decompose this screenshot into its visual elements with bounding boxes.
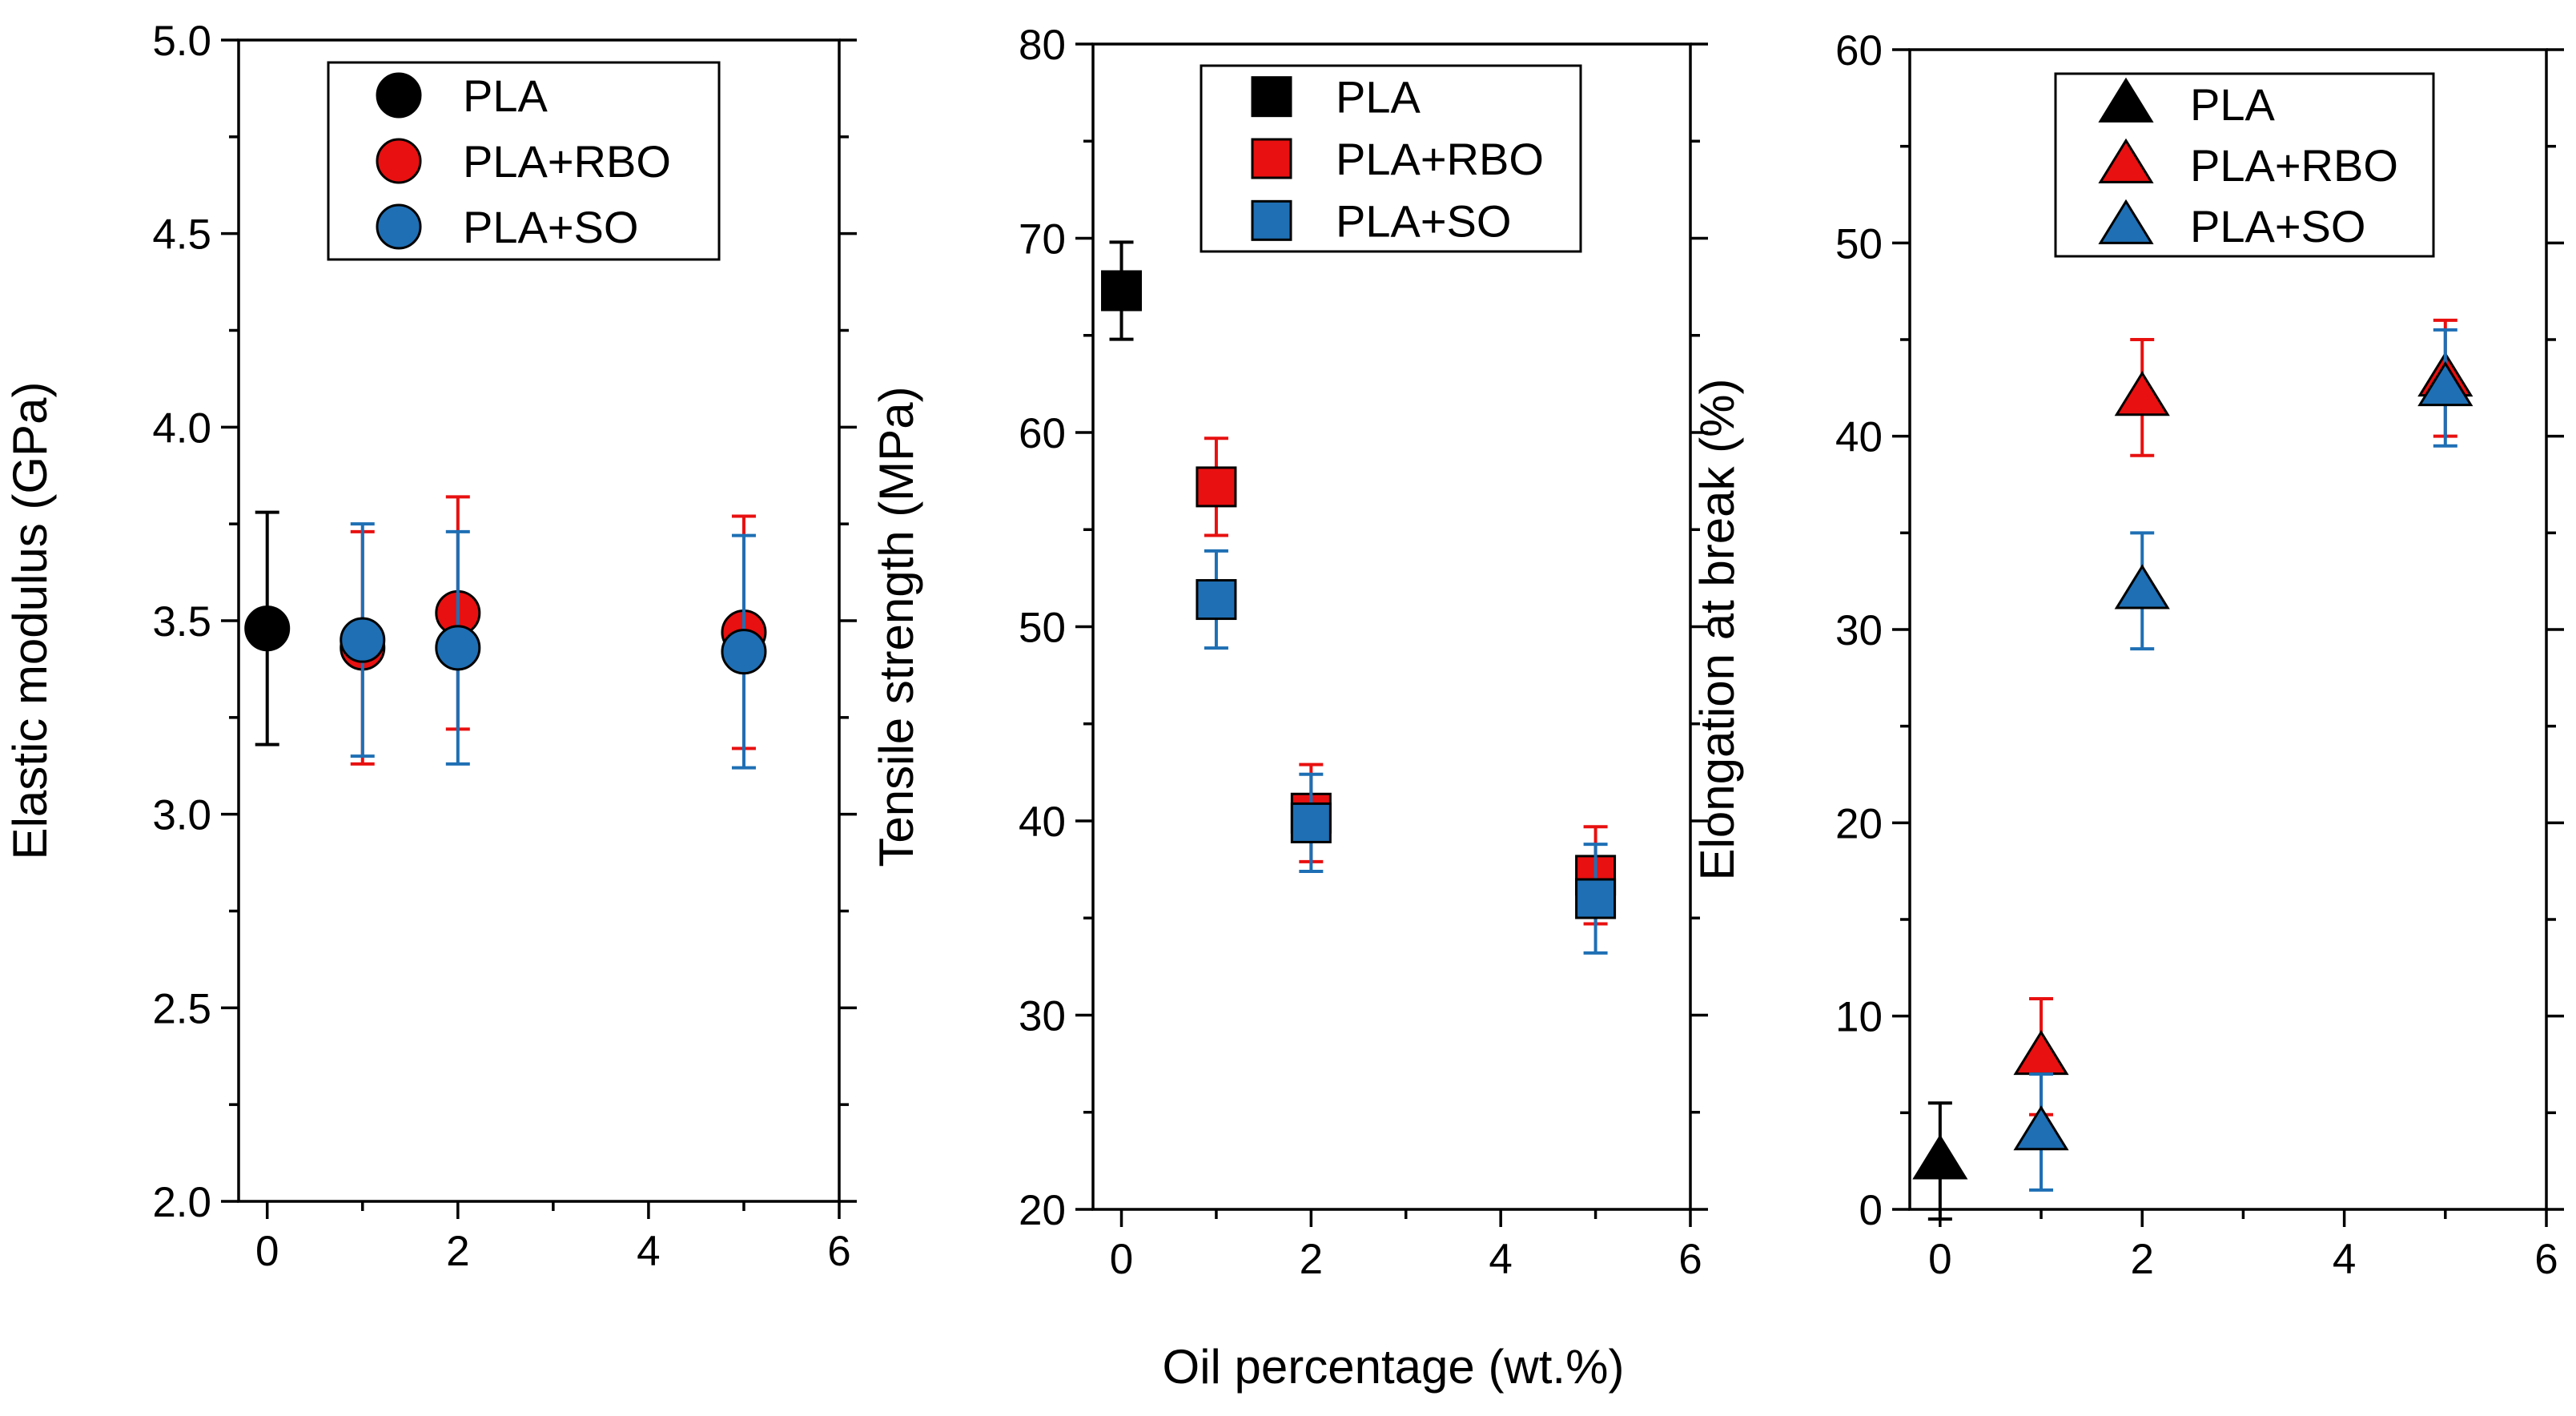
series-pla-plus-so <box>340 522 767 770</box>
x-tick-label: 2 <box>2130 1236 2153 1283</box>
y-tick-label: 3.0 <box>152 792 211 839</box>
legend-marker <box>1251 199 1292 241</box>
data-point <box>340 617 386 663</box>
data-point <box>2013 1105 2069 1151</box>
y-tick-label: 2.0 <box>152 1179 211 1226</box>
series-pla-plus-so <box>1196 549 1617 955</box>
legend-marker <box>1251 76 1292 118</box>
legend-marker <box>376 72 422 119</box>
y-tick-label: 10 <box>1835 994 1883 1041</box>
data-point <box>2114 564 2170 609</box>
y-axis-title: Tensile strength (MPa) <box>870 386 923 867</box>
y-tick-label: 80 <box>1019 22 1066 69</box>
y-tick-label: 70 <box>1019 216 1066 263</box>
data-point <box>1196 579 1237 621</box>
x-tick-label: 0 <box>1928 1236 1951 1283</box>
chart-panel-2: 20 30 40 50 60 70 80 0 2 4 6 Tensile strength (MPa)… <box>870 22 1708 1283</box>
x-tick-label: 0 <box>255 1228 279 1275</box>
shared-x-axis-label: Oil percentage (wt.%) <box>1163 1340 1625 1394</box>
y-tick-label: 50 <box>1835 220 1883 268</box>
y-axis-title: Elongation at break (%) <box>1690 378 1744 880</box>
y-tick-label: 20 <box>1019 1187 1066 1234</box>
legend: PLA PLA+RBO PLA+SO <box>1200 64 1582 253</box>
data-point <box>2114 371 2170 416</box>
y-tick-label: 3.5 <box>152 598 211 646</box>
x-tick-label: 6 <box>1678 1236 1702 1283</box>
data-point <box>2417 361 2474 407</box>
x-tick-label: 4 <box>2333 1236 2356 1283</box>
series-pla-plus-so <box>2013 328 2474 1192</box>
y-tick-label: 40 <box>1019 799 1066 846</box>
data-point <box>244 605 291 652</box>
data-point <box>435 625 481 671</box>
data-point <box>721 629 767 675</box>
legend-label: PLA+RBO <box>1336 134 1544 184</box>
chart-panel-1: 2.0 2.5 3.0 3.5 4.0 4.5 5.0 0 2 4 6 Elastic modulus… <box>3 18 857 1275</box>
x-tick-label: 2 <box>446 1228 469 1275</box>
x-tick-label: 4 <box>1489 1236 1512 1283</box>
y-tick-label: 60 <box>1019 410 1066 457</box>
y-tick-label: 30 <box>1019 993 1066 1040</box>
series-pla <box>1101 240 1143 341</box>
series-pla <box>1912 1101 1968 1221</box>
legend-label: PLA <box>463 70 548 121</box>
data-point <box>1912 1134 1968 1180</box>
legend-label: PLA+RBO <box>463 136 671 187</box>
data-point <box>1196 466 1237 508</box>
legend-label: PLA <box>2190 79 2275 130</box>
y-tick-label: 60 <box>1835 27 1883 74</box>
legend-label: PLA+RBO <box>2190 140 2398 191</box>
y-tick-label: 0 <box>1859 1187 1883 1234</box>
chart-panel-3: 0 10 20 30 40 50 60 0 2 4 6 Elongation at break (%)… <box>1690 27 2564 1283</box>
panels: 2.0 2.5 3.0 3.5 4.0 4.5 5.0 0 2 4 6 Elastic modulus… <box>3 18 2564 1283</box>
legend-marker <box>376 138 422 184</box>
y-axis-title: Elastic modulus (GPa) <box>3 382 57 860</box>
x-tick-label: 4 <box>637 1228 660 1275</box>
legend-marker <box>2098 199 2154 244</box>
legend-marker <box>1251 138 1292 179</box>
x-tick-label: 0 <box>1110 1236 1133 1283</box>
legend-label: PLA+SO <box>2190 201 2365 251</box>
y-tick-label: 50 <box>1019 605 1066 652</box>
legend-label: PLA <box>1336 72 1421 123</box>
legend-marker <box>376 203 422 250</box>
x-tick-label: 6 <box>827 1228 850 1275</box>
y-tick-label: 5.0 <box>152 18 211 65</box>
y-tick-label: 2.5 <box>152 985 211 1032</box>
legend-label: PLA+SO <box>1336 195 1511 246</box>
data-point <box>1575 878 1617 919</box>
legend: PLA PLA+RBO PLA+SO <box>327 61 721 261</box>
legend-label: PLA+SO <box>463 202 638 252</box>
data-point <box>1290 802 1332 843</box>
legend-marker <box>2098 138 2154 183</box>
x-tick-label: 2 <box>1300 1236 1323 1283</box>
x-tick-label: 6 <box>2534 1236 2558 1283</box>
y-tick-label: 30 <box>1835 607 1883 654</box>
y-tick-label: 40 <box>1835 414 1883 461</box>
legend-marker <box>2098 77 2154 123</box>
legend: PLA PLA+RBO PLA+SO <box>2054 72 2435 258</box>
y-tick-label: 20 <box>1835 800 1883 847</box>
data-point <box>1101 270 1143 312</box>
series-pla <box>244 510 291 746</box>
y-tick-label: 4.0 <box>152 404 211 452</box>
y-tick-label: 4.5 <box>152 211 211 259</box>
